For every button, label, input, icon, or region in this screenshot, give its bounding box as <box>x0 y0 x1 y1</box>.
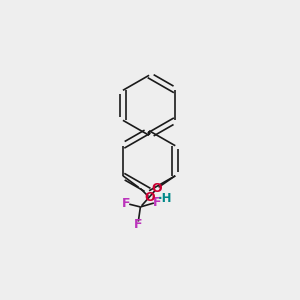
Text: F: F <box>152 196 161 209</box>
Text: O: O <box>152 182 162 195</box>
Text: F: F <box>122 197 131 210</box>
Text: F: F <box>134 218 142 231</box>
Text: O: O <box>144 191 155 204</box>
Text: ·H: ·H <box>158 192 172 206</box>
